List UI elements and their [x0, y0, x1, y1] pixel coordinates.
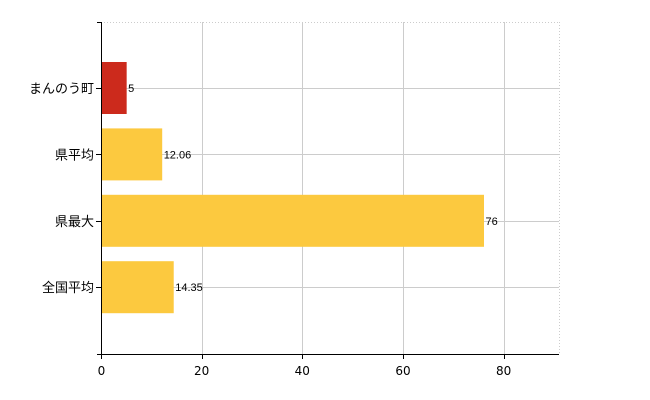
data-label: 12.06: [164, 149, 192, 161]
category-label: 県最大: [55, 215, 94, 230]
grid: [101, 22, 560, 354]
x-tick-label: 0: [98, 364, 106, 378]
data-label: 14.35: [175, 282, 203, 294]
x-tick-label: 60: [395, 364, 410, 378]
category-label: 県平均: [55, 148, 94, 163]
x-tick-label: 20: [194, 364, 209, 378]
data-label: 5: [128, 83, 134, 95]
category-label: 全国平均: [42, 280, 94, 296]
bar: [101, 128, 163, 181]
x-tick-label: 80: [496, 364, 511, 378]
bar: [101, 194, 485, 247]
x-tick-label: 40: [295, 364, 310, 378]
axes: [96, 22, 559, 359]
bar: [101, 261, 174, 314]
category-label: まんのう町: [29, 82, 94, 97]
data-label: 76: [486, 216, 498, 228]
bars: [101, 62, 485, 314]
bar: [101, 62, 127, 114]
